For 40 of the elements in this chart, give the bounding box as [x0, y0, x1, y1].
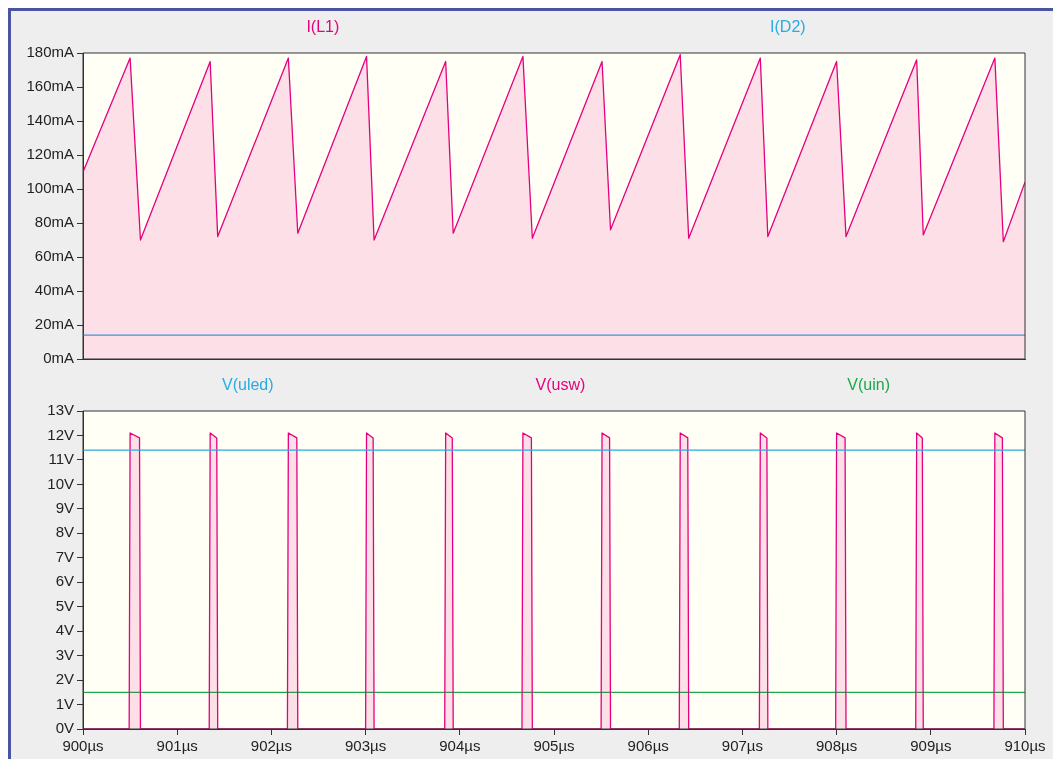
x-tick-label: 901µs [156, 737, 198, 755]
y-tick-label: 80mA [34, 213, 74, 231]
text: V(uin) [847, 376, 890, 394]
y-tick-label: 60mA [34, 247, 74, 265]
y-tick-label: 4V [55, 621, 74, 639]
x-tick-label: 902µs [250, 737, 292, 755]
x-tick-label: 906µs [627, 737, 669, 755]
y-tick-label: 9V [55, 498, 74, 516]
y-tick-label: 100mA [26, 179, 74, 197]
x-tick-label: 907µs [721, 737, 763, 755]
y-tick-label: 7V [55, 547, 74, 565]
y-tick-label: 12V [47, 425, 74, 443]
y-tick-label: 40mA [34, 281, 74, 299]
y-tick-label: 10V [47, 474, 74, 492]
y-tick-label: 20mA [34, 315, 74, 333]
y-tick-label: 160mA [26, 77, 74, 95]
y-tick-label: 180mA [26, 43, 74, 61]
y-tick-label: 5V [55, 596, 74, 614]
y-tick-label: 8V [55, 523, 74, 541]
text: V(usw) [535, 376, 586, 394]
x-tick-label: 910µs [1004, 737, 1046, 755]
x-tick-label: 909µs [910, 737, 952, 755]
y-tick-label: 120mA [26, 145, 74, 163]
x-tick-label: 908µs [816, 737, 858, 755]
x-tick-label: 903µs [345, 737, 387, 755]
x-tick-label: 904µs [439, 737, 481, 755]
x-tick-label: 900µs [62, 737, 104, 755]
y-tick-label: 6V [55, 572, 74, 590]
y-tick-label: 1V [55, 694, 74, 712]
text: V(uled) [221, 376, 274, 394]
y-tick-label: 3V [55, 645, 74, 663]
y-tick-label: 0mA [43, 349, 74, 367]
text: I(D2) [770, 18, 806, 36]
x-tick-label: 905µs [533, 737, 575, 755]
y-tick-label: 2V [55, 670, 74, 688]
y-tick-label: 140mA [26, 111, 74, 129]
y-tick-label: 11V [48, 450, 74, 468]
y-tick-label: 13V [47, 401, 74, 419]
series-label: I(L1) [306, 18, 340, 36]
y-tick-label: 0V [55, 719, 74, 737]
